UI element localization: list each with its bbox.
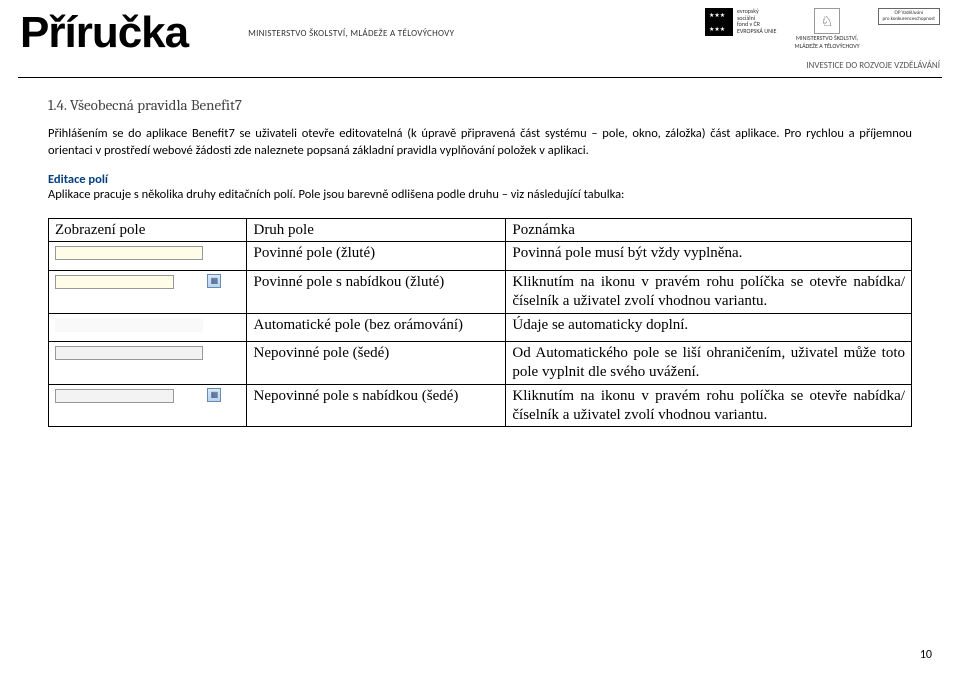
ministry-small-2: MLÁDEŽE A TĚLOVÝCHOVY	[794, 42, 859, 50]
funding-logos: evropský sociální fond v ČR EVROPSKÁ UNI…	[705, 8, 940, 50]
dropdown-icon: ▦	[207, 388, 221, 402]
sample-mandatory	[49, 242, 247, 271]
section-heading: 1.4. Všeobecná pravidla Benefit7	[48, 96, 912, 114]
sample-optional-dropdown: ▦	[49, 384, 247, 427]
subhead-editace: Editace polí	[48, 172, 912, 187]
note-optional-dropdown: Kliknutím na ikonu v pravém rohu políčka…	[506, 384, 912, 427]
esf-logo: evropský sociální fond v ČR EVROPSKÁ UNI…	[705, 8, 776, 36]
page-content: 1.4. Všeobecná pravidla Benefit7 Přihláš…	[0, 96, 960, 427]
note-mandatory: Povinná pole musí být vždy vyplněna.	[506, 242, 912, 271]
dropdown-icon: ▦	[207, 274, 221, 288]
op-line2: pro konkurenceschopnost	[883, 17, 935, 23]
tagline: INVESTICE DO ROZVOJE VZDĚLÁVÁNÍ	[0, 60, 960, 71]
type-optional-dropdown: Nepovinné pole s nabídkou (šedé)	[247, 384, 506, 427]
type-optional: Nepovinné pole (šedé)	[247, 342, 506, 385]
ministry-logo: ♘ MINISTERSTVO ŠKOLSTVÍ, MLÁDEŽE A TĚLOV…	[794, 8, 859, 50]
th-poznamka: Poznámka	[506, 218, 912, 242]
ministry-small-1: MINISTERSTVO ŠKOLSTVÍ,	[796, 34, 858, 42]
note-auto: Údaje se automaticky doplní.	[506, 313, 912, 342]
esf-stars-icon	[705, 8, 733, 36]
type-auto: Automatické pole (bez orámování)	[247, 313, 506, 342]
field-types-table: Zobrazení pole Druh pole Poznámka Povinn…	[48, 218, 912, 428]
th-druh: Druh pole	[247, 218, 506, 242]
type-mandatory: Povinné pole (žluté)	[247, 242, 506, 271]
eu-label: EVROPSKÁ UNIE	[737, 28, 776, 35]
th-zobrazeni: Zobrazení pole	[49, 218, 247, 242]
sample-auto	[49, 313, 247, 342]
intro-paragraph: Přihlášením se do aplikace Benefit7 se u…	[48, 126, 912, 160]
type-mandatory-dropdown: Povinné pole s nabídkou (žluté)	[247, 271, 506, 314]
sample-mandatory-dropdown: ▦	[49, 271, 247, 314]
op-logo: OP Vzdělávání pro konkurenceschopnost	[878, 8, 940, 25]
ministry-label: MINISTERSTVO ŠKOLSTVÍ, MLÁDEŽE A TĚLOVÝC…	[248, 28, 454, 39]
doc-title: Příručka	[20, 8, 188, 58]
page-number: 10	[920, 648, 932, 662]
page-header: Příručka MINISTERSTVO ŠKOLSTVÍ, MLÁDEŽE …	[0, 0, 960, 62]
note-mandatory-dropdown: Kliknutím na ikonu v pravém rohu políčka…	[506, 271, 912, 314]
editace-paragraph: Aplikace pracuje s několika druhy editač…	[48, 187, 912, 204]
lion-icon: ♘	[814, 8, 840, 34]
note-optional: Od Automatického pole se liší ohraničení…	[506, 342, 912, 385]
sample-optional	[49, 342, 247, 385]
header-divider	[18, 77, 942, 78]
